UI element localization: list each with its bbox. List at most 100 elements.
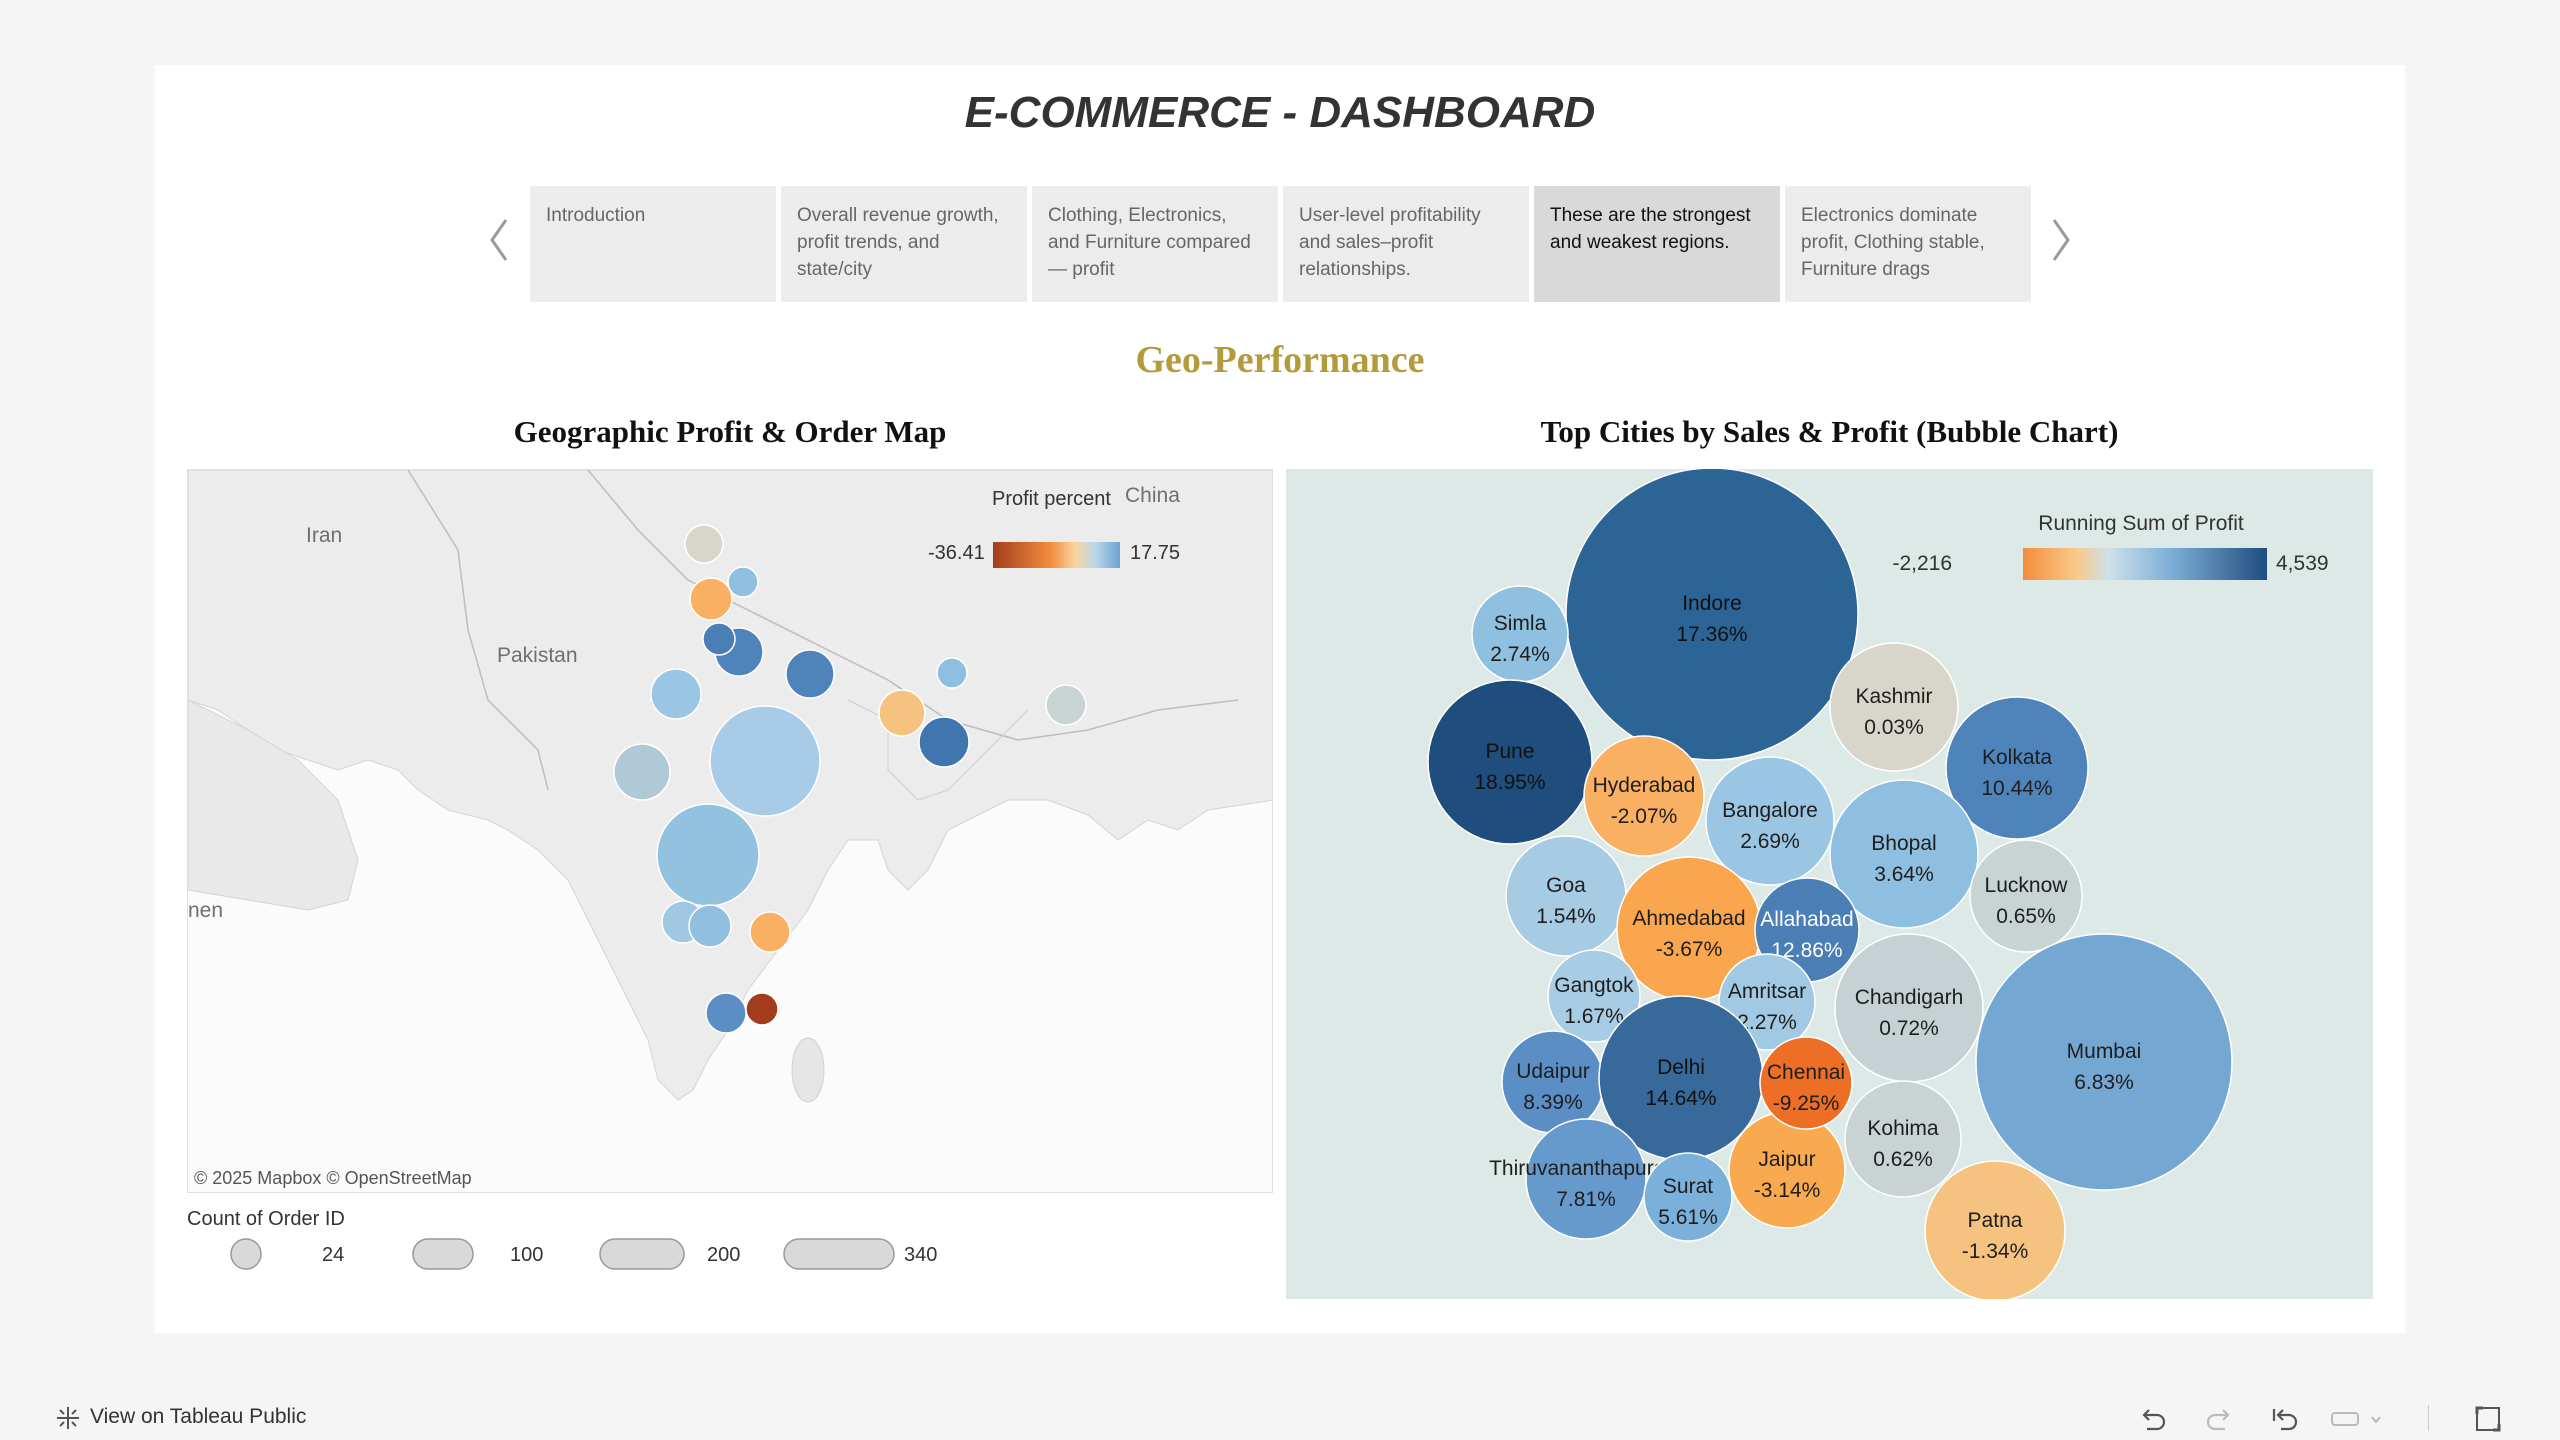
bubble-mark[interactable] [1759,1036,1853,1130]
story-point-5-active[interactable]: These are the strongest and weakest regi… [1534,186,1780,302]
bubble-mark[interactable] [1844,1080,1962,1198]
map-color-legend-min: -36.41 [928,542,985,564]
sri-lanka [791,1037,825,1103]
bubble-chennai[interactable]: Chennai -9.25% [1759,1036,1853,1130]
bubble-indore[interactable]: Indore 17.36% [1565,469,1859,761]
map-canvas[interactable]: Iran Pakistan China nen Profit percent -… [188,470,1273,1193]
bubble-value-label: 14.64% [1645,1087,1716,1110]
map-marker[interactable] [684,524,724,564]
bubble-city-label: Pune [1485,740,1534,763]
bubble-value-label: 1.67% [1564,1005,1624,1028]
bubble-mark[interactable] [1924,1160,2066,1299]
story-point-6[interactable]: Electronics dominate profit, Clothing st… [1785,186,2031,302]
bubble-mark[interactable] [1829,779,1979,929]
bubble-city-label: Udaipur [1516,1060,1590,1083]
bubble-chandigarh[interactable]: Chandigarh 0.72% [1834,933,1984,1083]
story-point-2[interactable]: Overall revenue growth, profit trends, a… [781,186,1027,302]
bubble-city-label: Bhopal [1871,832,1936,855]
size-legend: 24 100 200 340 [230,1238,937,1270]
bubble-ahmedabad[interactable]: Ahmedabad -3.67% [1616,856,1762,1002]
bubble-kashmir[interactable]: Kashmir 0.03% [1829,642,1959,772]
bubble-goa[interactable]: Goa 1.54% [1505,835,1627,957]
bubble-city-label: Chandigarh [1855,986,1964,1009]
map-marker[interactable] [688,904,732,948]
map-marker[interactable] [702,622,736,656]
map-marker[interactable] [745,992,779,1026]
bubble-value-label: -9.25% [1773,1092,1840,1115]
bubble-kohima[interactable]: Kohima 0.62% [1844,1080,1962,1198]
bubble-mark[interactable] [1427,679,1593,845]
bubble-mark[interactable] [1525,1118,1647,1240]
bubble-kolkata[interactable]: Kolkata 10.44% [1945,696,2089,840]
bubble-pune[interactable]: Pune 18.95% [1427,679,1593,845]
bubble-simla[interactable]: Simla 2.74% [1471,585,1569,683]
size-legend-label: 200 [707,1244,740,1266]
bubble-lucknow[interactable]: Lucknow 0.65% [1969,839,2083,953]
bubble-value-label: -2.07% [1611,805,1678,828]
story-point-1[interactable]: Introduction [530,186,776,302]
bubble-jaipur[interactable]: Jaipur -3.14% [1728,1111,1846,1229]
map-marker[interactable] [936,657,968,689]
bubble-udaipur[interactable]: Udaipur 8.39% [1501,1030,1605,1134]
revert-icon[interactable] [2269,1403,2301,1435]
bubble-surat[interactable]: Surat 5.61% [1643,1152,1733,1242]
undo-icon[interactable] [2137,1403,2169,1435]
bubble-mumbai[interactable]: Mumbai 6.83% [1975,933,2233,1191]
fullscreen-icon[interactable] [2472,1403,2504,1435]
bubble-gangtok[interactable]: Gangtok 1.67% [1547,949,1641,1043]
bubble-city-label: Surat [1663,1175,1713,1198]
map-marker[interactable] [650,668,702,720]
bubble-value-label: 0.72% [1879,1017,1939,1040]
map-marker[interactable] [613,743,671,801]
map-marker[interactable] [709,705,821,817]
map-marker[interactable] [689,577,733,621]
bubble-chart[interactable]: Indore 17.36% Simla 2.74% Kashmir 0.03% Pune 18… [1286,469,2373,1299]
map-marker[interactable] [1045,684,1087,726]
bubble-mark[interactable] [1583,735,1705,857]
bubble-mark[interactable] [1945,696,2089,840]
bubble-value-label: -3.67% [1656,938,1723,961]
bubble-mark[interactable] [1565,469,1859,761]
bubble-value-label: 8.39% [1523,1091,1583,1114]
map-marker[interactable] [878,689,926,737]
view-on-tableau-public-link[interactable]: View on Tableau Public [90,1405,307,1428]
story-point-3[interactable]: Clothing, Electronics, and Furniture com… [1032,186,1278,302]
map-marker[interactable] [705,992,747,1034]
bubble-mark[interactable] [1975,933,2233,1191]
bubble-mark[interactable] [1829,642,1959,772]
bubble-bangalore[interactable]: Bangalore 2.69% [1705,756,1835,886]
bubble-thiruvananthapuram[interactable]: Thiruvananthapuram 7.81% [1489,1118,1683,1240]
bubble-bhopal[interactable]: Bhopal 3.64% [1829,779,1979,929]
bubble-chart-canvas[interactable]: Indore 17.36% Simla 2.74% Kashmir 0.03% Pune 18… [1286,469,2373,1299]
map-marker[interactable] [749,911,791,953]
bubble-mark[interactable] [1969,839,2083,953]
bubble-city-label: Chennai [1767,1061,1845,1084]
map-marker[interactable] [727,566,759,598]
map-marker[interactable] [785,649,835,699]
story-prev-arrow-icon[interactable] [484,210,514,270]
story-next-arrow-icon[interactable] [2046,210,2076,270]
bubble-value-label: 18.95% [1474,771,1545,794]
geo-map[interactable]: Iran Pakistan China nen Profit percent -… [187,469,1273,1193]
bubble-hyderabad[interactable]: Hyderabad -2.07% [1583,735,1705,857]
map-marker[interactable] [918,716,970,768]
bubble-value-label: -1.34% [1962,1240,2029,1263]
bubble-mark[interactable] [1705,756,1835,886]
map-color-legend-max: 17.75 [1130,542,1180,564]
border-line [407,470,549,791]
bubble-mark[interactable] [1643,1152,1733,1242]
place-label: Pakistan [497,644,578,667]
bubble-patna[interactable]: Patna -1.34% [1924,1160,2066,1299]
bubble-city-label: Kashmir [1855,685,1932,708]
map-color-legend-title: Profit percent [992,488,1111,510]
bubble-city-label: Indore [1682,592,1742,615]
bubble-value-label: 0.65% [1996,905,2056,928]
bubble-mark[interactable] [1547,949,1641,1043]
redo-icon[interactable] [2203,1403,2235,1435]
story-point-4[interactable]: User-level profitability and sales–profi… [1283,186,1529,302]
pause-updates-icon[interactable] [2328,1403,2388,1435]
bubble-value-label: 0.62% [1873,1148,1933,1171]
size-legend-label: 24 [322,1244,344,1266]
map-attribution: © 2025 Mapbox © OpenStreetMap [194,1168,472,1188]
map-marker[interactable] [656,803,760,907]
